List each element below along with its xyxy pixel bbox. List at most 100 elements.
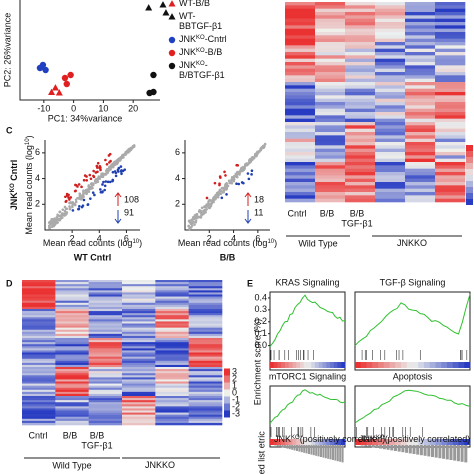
heatmap-cell [405,55,436,59]
heatmap-cell [375,48,406,53]
heatmap-cell [435,65,466,69]
heatmap-cell [285,45,316,49]
heatmap-cell [315,178,346,183]
heatmap-cell [405,25,436,29]
heatmap-cell [405,52,436,56]
heatmap-cell [435,118,466,123]
gene-dot [207,199,211,202]
gene-dot [199,211,203,215]
heatmap-cell [55,331,89,335]
heatmap-cell [155,286,189,289]
heatmap-cell [405,155,436,159]
rank-metric [281,445,284,448]
text-part: 10 [267,239,274,245]
heatmap-cell [188,396,223,399]
rank-gradient [337,439,342,445]
heatmap-cell [88,327,123,331]
text-part: ) [274,238,277,248]
heatmap-cell [285,2,316,6]
rank-metric [445,445,449,460]
heatmap-cell [435,108,466,113]
heatmap-cell [55,325,89,328]
heatmap-cell [345,102,376,106]
heatmap-cell [315,55,346,59]
x-axis-label: Mean read counts (log10) [178,238,277,248]
heatmap-cell [155,348,189,351]
down-dot [103,188,106,192]
heatmap-cell [155,296,189,299]
heatmap-cell [315,32,346,36]
heatmap-cell [22,309,56,312]
up-dot [213,181,217,185]
heatmap-cell [435,142,466,146]
heatmap-cell [375,78,406,83]
rank-gradient [296,439,301,445]
heatmap-cell [55,367,89,370]
heatmap-cell [55,362,89,366]
heatmap-cell [22,360,56,364]
heatmap-cell [375,192,406,196]
heatmap-cell [285,12,316,16]
heatmap-cell [405,102,436,106]
text-part: JNK [145,460,162,470]
heatmap-cell [188,331,223,335]
rank-metric [419,445,423,456]
gene-dot [61,212,64,215]
heatmap-cell [122,352,156,355]
rank-gradient [429,439,436,445]
heatmap-cell [375,28,406,33]
heatmap-cell [188,358,223,362]
heatmap-cell [55,356,89,360]
group-label: JNKKO [145,460,175,470]
text-part: ) [139,238,142,248]
heatmap-cell [22,377,56,380]
heatmap-cell [375,65,406,69]
heatmap-cell [375,175,406,179]
heatmap-cell [315,78,346,83]
text-part: KO [376,435,385,441]
heatmap-cell [345,45,376,49]
heatmap-cell [345,95,376,99]
heatmap-cell [88,377,123,380]
rank-metric [310,445,313,455]
heatmap-cell [155,313,189,316]
heatmap-cell [405,5,436,9]
heatmap-cell [345,75,376,79]
heatmap-cell [315,105,346,109]
heatmap-cell [55,294,89,297]
heatmap-cell [188,356,223,360]
rank-metric [291,445,294,450]
down-dot [101,183,104,186]
heatmap-cell [345,162,376,166]
down-dot [119,170,123,173]
gene-dot [240,166,243,170]
heatmap-cell [405,78,436,83]
rank-gradient [360,362,367,368]
heatmap-cell [22,327,56,331]
text-part: BBTGF-β1 [179,21,222,31]
heatmap-cell [435,72,466,76]
up-dot [69,196,73,199]
rank-gradient [418,362,425,368]
rank-gradient [435,362,442,368]
heatmap-cell [315,8,346,13]
heatmap-cell [188,352,223,355]
heatmap-cell [22,304,56,308]
heatmap-cell [155,335,189,339]
heatmap-cell [405,178,436,183]
up-dot [218,183,221,187]
heatmap-cell [122,286,156,289]
heatmap-cell [55,333,89,337]
heatmap-cell [88,352,123,355]
up-dot [80,185,83,189]
heatmap-cell [22,358,56,362]
heatmap-cell [55,280,89,283]
column-label: Cntrl [287,208,306,218]
color-scale [466,187,473,193]
color-scale [466,145,473,151]
heatmap-cell [122,373,156,376]
rank-metric [274,445,277,446]
heatmap-cell [345,8,376,13]
heatmap-cell [345,125,376,129]
heatmap-cell [122,321,156,324]
